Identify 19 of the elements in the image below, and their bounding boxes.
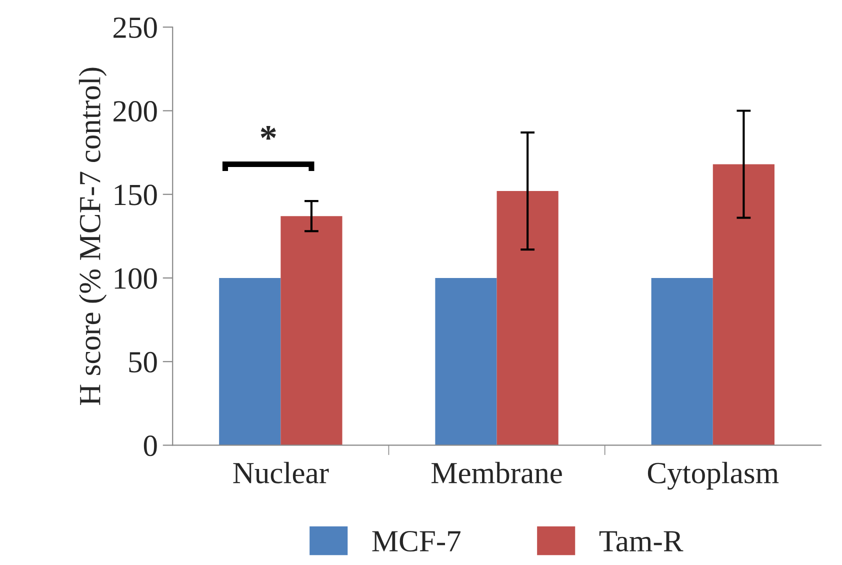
y-tick-label: 100 xyxy=(114,268,157,289)
y-tick-label: 150 xyxy=(114,184,157,206)
legend-label: MCF-7 xyxy=(372,530,460,552)
y-axis-title: H score (% MCF-7 control) xyxy=(78,68,107,406)
y-tick-label: 250 xyxy=(114,17,157,38)
x-tick-label: Cytoplasm xyxy=(648,462,779,490)
bar xyxy=(280,216,342,446)
legend-label: Tam-R xyxy=(599,531,684,552)
bar xyxy=(496,191,558,446)
x-tick-label: Nuclear xyxy=(233,462,329,484)
y-tick-label: 50 xyxy=(129,352,157,372)
y-tick-label: 0 xyxy=(144,436,157,456)
y-tick-label: 200 xyxy=(114,101,157,122)
bar xyxy=(435,278,497,446)
x-tick-label: Membrane xyxy=(431,462,562,484)
bar xyxy=(712,164,774,446)
annotation: * xyxy=(260,126,276,140)
bar xyxy=(651,278,713,446)
bar xyxy=(219,278,281,446)
